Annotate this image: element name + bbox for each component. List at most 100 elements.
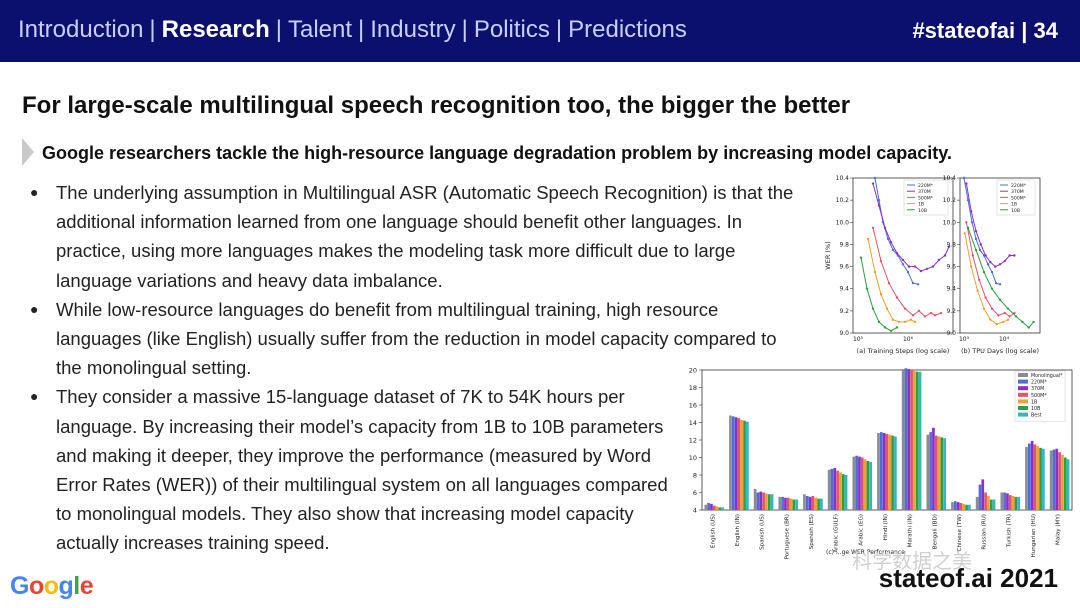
data-point [1003, 259, 1006, 263]
data-point [984, 296, 987, 299]
nav-item-research[interactable]: Research [161, 16, 270, 43]
bar [830, 468, 834, 510]
data-point [913, 320, 917, 324]
bar [877, 433, 880, 510]
data-point [879, 293, 883, 296]
data-point [994, 281, 998, 285]
data-point [923, 315, 927, 318]
bar [1003, 492, 1006, 510]
bar [1011, 496, 1015, 510]
bar [858, 456, 861, 510]
bar [888, 434, 892, 510]
bar [965, 504, 968, 510]
data-point [970, 265, 973, 268]
data-point [989, 260, 992, 264]
y-tick-label: 9.6 [839, 264, 849, 271]
bar [956, 502, 960, 510]
nav-item-industry[interactable]: Industry [370, 16, 456, 43]
bar [1036, 446, 1040, 510]
data-point [891, 248, 895, 252]
x-tick-label: 10⁵ [853, 336, 864, 343]
bar [820, 498, 823, 510]
data-point [971, 254, 974, 257]
legend-swatch [1018, 412, 1028, 417]
data-point [911, 314, 915, 317]
nav-item-predictions[interactable]: Predictions [568, 16, 687, 43]
series-line-370M [872, 183, 950, 272]
x-tick-label: Malay (MY) [1056, 514, 1062, 545]
data-point [903, 307, 907, 310]
y-tick-label: 9.4 [946, 286, 956, 293]
bar [1061, 454, 1064, 510]
legend-label: 220M* [1031, 380, 1047, 386]
data-point [871, 226, 875, 230]
nav-item-talent[interactable]: Talent [287, 16, 353, 43]
data-point [1008, 315, 1011, 318]
bullet-item: The underlying assumption in Multilingua… [28, 178, 796, 295]
bar [894, 436, 897, 510]
data-point [979, 243, 982, 246]
series-line-220M [963, 177, 1001, 285]
x-axis-label: (a) Training Steps (log scale) [857, 347, 950, 355]
bar [1066, 459, 1070, 510]
bar [879, 432, 883, 510]
x-tick-label: 10³ [959, 336, 970, 343]
data-point [998, 283, 1002, 286]
x-tick-label: Turkish (TR) [1006, 514, 1012, 548]
y-tick-label: 10.0 [943, 219, 957, 226]
data-point [989, 318, 992, 321]
series-line-220M [874, 177, 919, 285]
legend-label: 370M [1031, 386, 1044, 392]
nav-separator: | [555, 16, 563, 43]
y-tick-label: 9.0 [839, 330, 849, 337]
data-point [883, 326, 887, 329]
bullet-item: While low-resource languages do benefit … [28, 295, 796, 383]
data-point [919, 269, 923, 273]
data-point [877, 204, 881, 207]
bar [981, 479, 985, 510]
data-point [965, 221, 968, 224]
bar [968, 504, 971, 510]
legend-label: 10B [1011, 208, 1020, 214]
data-point [1008, 254, 1011, 257]
data-point [982, 254, 986, 257]
y-tick-label: 10.4 [943, 175, 957, 182]
bar [1039, 447, 1042, 510]
data-point [982, 270, 986, 274]
data-point [909, 318, 913, 321]
x-tick-label: Bengali (BD) [932, 514, 938, 549]
bar [852, 456, 856, 510]
data-point [911, 281, 915, 285]
x-tick-label: Hungarian (HU) [1031, 514, 1037, 558]
data-point [962, 176, 966, 180]
series-line-370M [965, 183, 1015, 268]
data-point [974, 229, 978, 233]
data-point [990, 307, 994, 310]
legend-label: Best [1031, 413, 1042, 419]
bar [1055, 448, 1059, 510]
data-point [887, 281, 891, 285]
x-tick-label: Arabic (EG) [858, 514, 864, 546]
top-nav-bar: Introduction | Research | Talent | Industry | Po… [0, 0, 1080, 62]
bar [1006, 493, 1009, 510]
bar [841, 474, 845, 510]
bar [978, 484, 982, 510]
legend-label: 500M* [918, 195, 934, 201]
x-axis-label: (b) TPU Days (log scale) [961, 347, 1039, 355]
watermark: 科学数据之美 [852, 551, 972, 573]
brand-footer: stateof.ai 2021 [878, 563, 1058, 593]
series-line-500M [965, 222, 1015, 318]
bullet-list: The underlying assumption in Multilingua… [28, 178, 808, 558]
data-point [895, 252, 899, 255]
series-line-1B [964, 233, 1009, 325]
nav-item-introduction[interactable]: Introduction [18, 16, 144, 43]
bullet-item: They consider a massive 15-language data… [28, 382, 684, 557]
bar [1030, 440, 1034, 510]
bar [904, 368, 908, 510]
plot-frame [959, 177, 1041, 334]
bar [882, 433, 886, 510]
bar [827, 469, 831, 510]
nav-item-politics[interactable]: Politics [473, 16, 550, 43]
data-point [925, 267, 929, 270]
bar [836, 470, 839, 510]
